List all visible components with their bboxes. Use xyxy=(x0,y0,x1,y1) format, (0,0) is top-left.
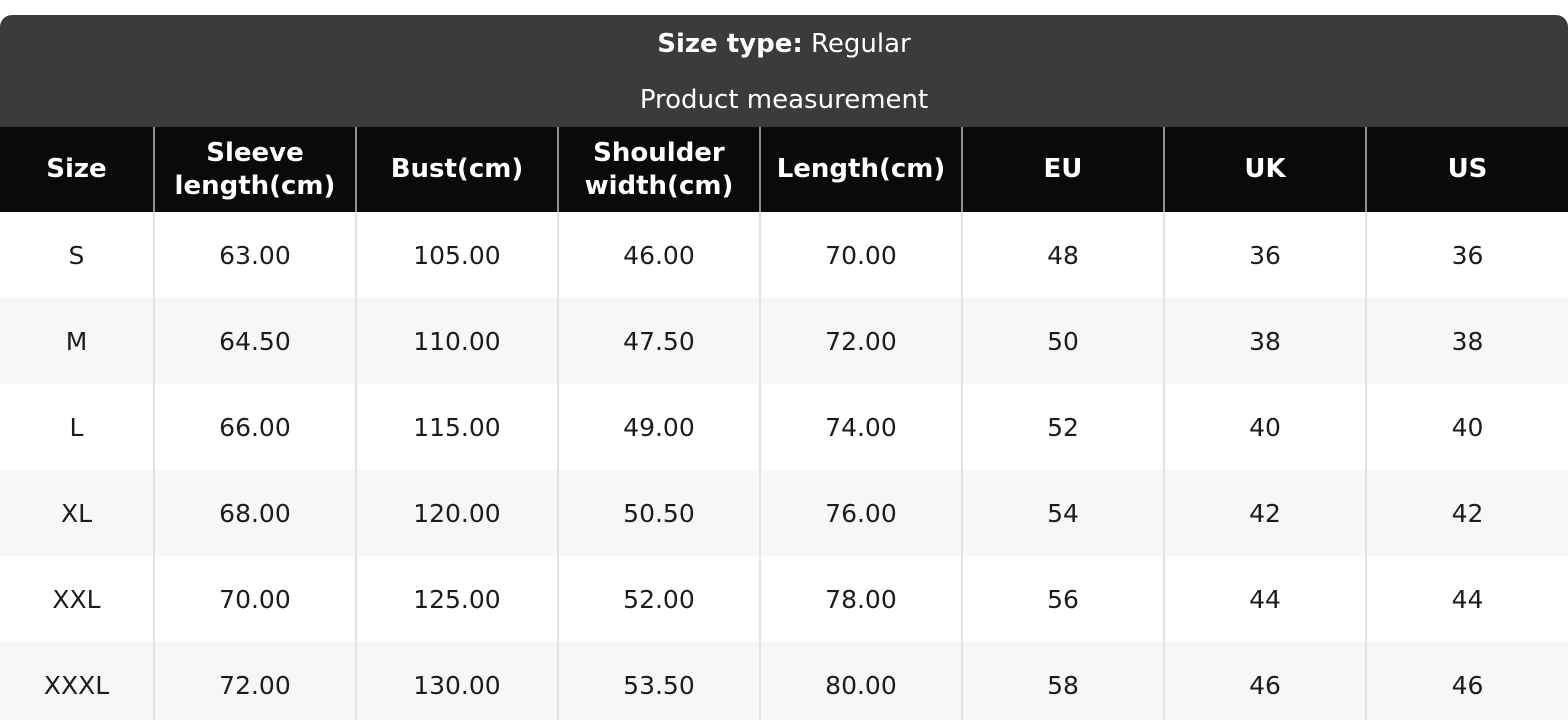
size-cell: XXXL xyxy=(0,642,154,720)
column-header-length: Length(cm) xyxy=(758,127,962,212)
size-chart-card: Size type: Regular Product measurement S… xyxy=(0,15,1568,720)
bust-cell: 125.00 xyxy=(354,556,558,642)
uk-cell: 40 xyxy=(1162,384,1366,470)
eu-cell: 52 xyxy=(960,384,1164,470)
sleeve-length-cell: 68.00 xyxy=(152,470,356,556)
eu-cell: 48 xyxy=(960,212,1164,298)
length-cell: 78.00 xyxy=(758,556,962,642)
sleeve-length-cell: 66.00 xyxy=(152,384,356,470)
shoulder-width-cell: 50.50 xyxy=(556,470,760,556)
eu-cell: 54 xyxy=(960,470,1164,556)
us-cell: 36 xyxy=(1364,212,1568,298)
eu-cell: 56 xyxy=(960,556,1164,642)
size-cell: XL xyxy=(0,470,154,556)
column-header-eu: EU xyxy=(960,127,1164,212)
sleeve-length-cell: 70.00 xyxy=(152,556,356,642)
sleeve-length-cell: 63.00 xyxy=(152,212,356,298)
bust-cell: 105.00 xyxy=(354,212,558,298)
us-cell: 42 xyxy=(1364,470,1568,556)
table-row-m: M 64.50 110.00 47.50 72.00 50 38 38 xyxy=(0,298,1568,384)
length-cell: 70.00 xyxy=(758,212,962,298)
bust-cell: 130.00 xyxy=(354,642,558,720)
shoulder-width-cell: 49.00 xyxy=(556,384,760,470)
bust-cell: 120.00 xyxy=(354,470,558,556)
table-row-xxxl: XXXL 72.00 130.00 53.50 80.00 58 46 46 xyxy=(0,642,1568,720)
size-cell: L xyxy=(0,384,154,470)
column-header-sleeve-length: Sleeve length(cm) xyxy=(152,127,356,212)
table-header-row: Size Sleeve length(cm) Bust(cm) Shoulder… xyxy=(0,127,1568,212)
product-measurement-title: Product measurement xyxy=(639,85,929,115)
us-cell: 38 xyxy=(1364,298,1568,384)
table-row-xxl: XXL 70.00 125.00 52.00 78.00 56 44 44 xyxy=(0,556,1568,642)
size-type-value: Regular xyxy=(811,29,911,59)
title-band: Size type: Regular Product measurement xyxy=(0,15,1568,127)
table-row-s: S 63.00 105.00 46.00 70.00 48 36 36 xyxy=(0,212,1568,298)
length-cell: 72.00 xyxy=(758,298,962,384)
bust-cell: 110.00 xyxy=(354,298,558,384)
bust-cell: 115.00 xyxy=(354,384,558,470)
uk-cell: 42 xyxy=(1162,470,1366,556)
sleeve-length-cell: 64.50 xyxy=(152,298,356,384)
eu-cell: 58 xyxy=(960,642,1164,720)
length-cell: 74.00 xyxy=(758,384,962,470)
size-measurement-table: Size Sleeve length(cm) Bust(cm) Shoulder… xyxy=(0,127,1568,720)
eu-cell: 50 xyxy=(960,298,1164,384)
length-cell: 80.00 xyxy=(758,642,962,720)
us-cell: 46 xyxy=(1364,642,1568,720)
column-header-us: US xyxy=(1364,127,1568,212)
size-type-line: Size type: Regular xyxy=(0,30,1568,58)
us-cell: 44 xyxy=(1364,556,1568,642)
sleeve-length-cell: 72.00 xyxy=(152,642,356,720)
us-cell: 40 xyxy=(1364,384,1568,470)
shoulder-width-cell: 52.00 xyxy=(556,556,760,642)
column-header-bust: Bust(cm) xyxy=(354,127,558,212)
shoulder-width-cell: 53.50 xyxy=(556,642,760,720)
shoulder-width-cell: 47.50 xyxy=(556,298,760,384)
uk-cell: 36 xyxy=(1162,212,1366,298)
size-cell: M xyxy=(0,298,154,384)
table-row-xl: XL 68.00 120.00 50.50 76.00 54 42 42 xyxy=(0,470,1568,556)
table-row-l: L 66.00 115.00 49.00 74.00 52 40 40 xyxy=(0,384,1568,470)
length-cell: 76.00 xyxy=(758,470,962,556)
size-type-label: Size type: xyxy=(657,29,803,59)
uk-cell: 44 xyxy=(1162,556,1366,642)
column-header-size: Size xyxy=(0,127,154,212)
column-header-uk: UK xyxy=(1162,127,1366,212)
shoulder-width-cell: 46.00 xyxy=(556,212,760,298)
size-cell: XXL xyxy=(0,556,154,642)
column-header-shoulder-width: Shoulder width(cm) xyxy=(556,127,760,212)
uk-cell: 46 xyxy=(1162,642,1366,720)
size-cell: S xyxy=(0,212,154,298)
uk-cell: 38 xyxy=(1162,298,1366,384)
